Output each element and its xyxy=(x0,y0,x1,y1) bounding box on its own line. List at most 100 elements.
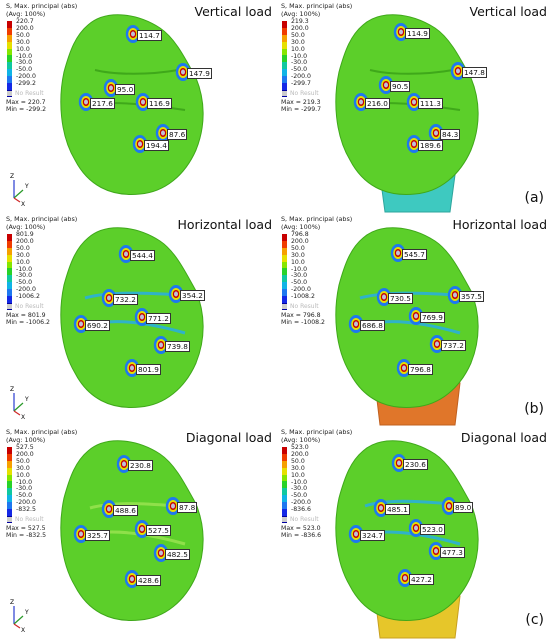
legend-swatch xyxy=(282,69,287,77)
load-title: Vertical load xyxy=(194,4,272,19)
stress-hotspot xyxy=(359,99,363,105)
legend-swatch xyxy=(282,254,287,262)
stress-hotspot xyxy=(79,531,83,537)
stress-label: 427.2 xyxy=(409,574,434,585)
stress-hotspot xyxy=(130,576,134,582)
tooth-model xyxy=(335,227,479,426)
stress-hotspot xyxy=(79,321,83,327)
legend-swatch xyxy=(7,502,12,510)
legend-swatch xyxy=(7,254,12,262)
stress-label: 730.5 xyxy=(388,293,413,304)
legend-title: S, Max. principal (abs) (Avg: 100%) xyxy=(281,215,353,231)
legend-swatch xyxy=(282,495,287,503)
axis-z: Z xyxy=(10,173,14,180)
legend-swatch xyxy=(7,69,12,77)
stress-label: 116.9 xyxy=(147,98,172,109)
legend-swatch xyxy=(7,474,12,482)
legend-swatch xyxy=(7,488,12,496)
stress-hotspot xyxy=(141,99,145,105)
panel-diagonal-right: S, Max. principal (abs) (Avg: 100%) 523.0… xyxy=(275,426,550,639)
subfigure-label: (b) xyxy=(524,401,544,417)
stress-label: 325.7 xyxy=(85,530,110,541)
stress-hotspot xyxy=(159,342,163,348)
legend-swatch xyxy=(282,27,287,35)
max-min-values: Max = 527.5 Min = -832.5 xyxy=(6,525,47,540)
stress-hotspot xyxy=(434,130,438,136)
stress-label: 771.2 xyxy=(146,313,171,324)
stress-hotspot xyxy=(384,82,388,88)
stress-label: 428.6 xyxy=(136,575,161,586)
legend-swatch xyxy=(7,247,12,255)
max-min-values: Max = 523.0 Min = -836.6 xyxy=(281,525,322,540)
legend-swatch xyxy=(282,453,287,461)
legend-swatch xyxy=(7,481,12,489)
legend-swatch xyxy=(7,34,12,42)
stress-hotspot xyxy=(414,313,418,319)
axis-y: Y xyxy=(24,183,29,190)
legend-swatch xyxy=(282,234,287,241)
stress-label: 87.8 xyxy=(177,502,198,513)
legend-swatch xyxy=(282,247,287,255)
stress-hotspot xyxy=(140,526,144,532)
legend-swatch xyxy=(282,240,287,248)
panel-horizontal-right: S, Max. principal (abs) (Avg: 100%) 796.8… xyxy=(275,213,550,426)
stress-label: 527.5 xyxy=(146,525,171,536)
legend-swatch xyxy=(282,62,287,70)
legend-swatch xyxy=(7,27,12,35)
legend-swatch xyxy=(282,41,287,49)
legend-swatch xyxy=(7,234,12,241)
legend-title: S, Max. principal (abs) (Avg: 100%) xyxy=(281,2,353,18)
stress-hotspot xyxy=(382,294,386,300)
legend-swatch xyxy=(7,240,12,248)
stress-label: 230.6 xyxy=(403,459,428,470)
legend-title: S, Max. principal (abs) (Avg: 100%) xyxy=(6,428,78,444)
no-result-legend: No Result xyxy=(7,516,44,523)
stress-label: 545.7 xyxy=(402,249,427,260)
legend-color-bar xyxy=(282,21,287,97)
legend-values: 523.0 200.0 50.0 30.0 10.0 -10.0 -30.0 -50.0 -20… xyxy=(291,444,311,514)
stress-label: 357.5 xyxy=(459,291,484,302)
stress-label: 194.4 xyxy=(144,140,169,151)
stress-hotspot xyxy=(379,505,383,511)
stress-label: 686.8 xyxy=(360,320,385,331)
stress-label: 216.0 xyxy=(365,98,390,109)
svg-text:Z: Z xyxy=(10,599,14,606)
stress-hotspot xyxy=(140,314,144,320)
svg-text:X: X xyxy=(21,414,25,419)
stress-label: 801.9 xyxy=(136,364,161,375)
legend-swatch xyxy=(282,55,287,63)
svg-text:Y: Y xyxy=(24,609,29,616)
legend-color-bar xyxy=(7,447,12,523)
stress-label: 230.8 xyxy=(128,460,153,471)
legend-color-bar xyxy=(282,447,287,523)
legend-swatch xyxy=(282,21,287,28)
axis-triad-icon: Z Y X xyxy=(10,386,29,419)
stress-hotspot xyxy=(107,295,111,301)
legend-swatch xyxy=(282,474,287,482)
legend-values: 801.9 200.0 50.0 30.0 10.0 -10.0 -30.0 -50.0 -20… xyxy=(16,231,40,301)
legend-swatch xyxy=(282,296,287,303)
legend-swatch xyxy=(7,447,12,454)
svg-text:Y: Y xyxy=(24,396,29,403)
stress-label: 189.6 xyxy=(418,140,443,151)
legend-swatch xyxy=(7,282,12,290)
legend-swatch xyxy=(7,296,12,303)
legend-swatch xyxy=(7,41,12,49)
legend-color-bar xyxy=(7,21,12,97)
stress-label: 89.0 xyxy=(453,502,474,513)
no-result-legend: No Result xyxy=(7,303,44,310)
legend-swatch xyxy=(282,447,287,454)
panel-vertical-left: S, Max. principal (abs) (Avg: 100%) 220.7… xyxy=(0,0,275,213)
stress-label: 87.6 xyxy=(167,129,188,140)
load-title: Horizontal load xyxy=(452,217,547,232)
stress-hotspot xyxy=(122,461,126,467)
legend-swatch xyxy=(7,460,12,468)
legend-swatch xyxy=(282,502,287,510)
tooth-model xyxy=(60,227,204,408)
stress-hotspot xyxy=(435,341,439,347)
panel-horizontal-left: S, Max. principal (abs) (Avg: 100%) 801.9… xyxy=(0,213,275,426)
stress-label: 114.7 xyxy=(137,30,162,41)
stress-label: 111.3 xyxy=(418,98,443,109)
legend-swatch xyxy=(282,268,287,276)
stress-hotspot xyxy=(447,503,451,509)
